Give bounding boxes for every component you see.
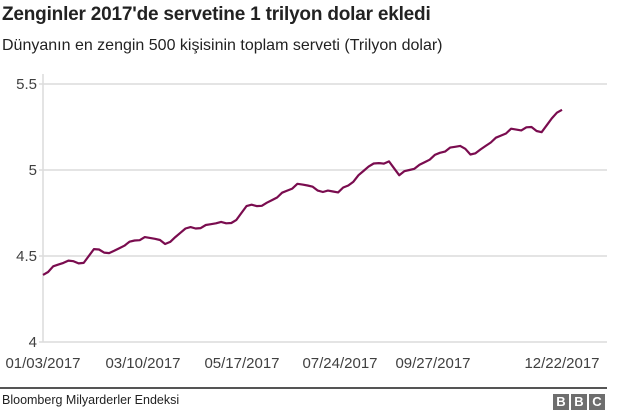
y-tick-label: 4 <box>29 334 37 351</box>
line-chart: 44.555.5 01/03/2017 03/10/2017 05/17/2017 0… <box>5 74 607 372</box>
x-tick-label: 07/24/2017 <box>302 355 377 372</box>
chart-subtitle: Dünyanın en zengin 500 kişisinin toplam … <box>2 37 443 54</box>
bbc-logo-letter: C <box>589 394 605 410</box>
y-axis: 4 4.5 5 5.5 <box>16 76 37 351</box>
gridlines <box>39 74 607 343</box>
x-tick-label: 03/10/2017 <box>105 355 180 372</box>
bbc-logo-letter: B <box>571 394 587 410</box>
x-tick-label: 12/22/2017 <box>524 355 599 372</box>
bbc-logo: B B C <box>553 394 605 410</box>
y-tick-label: 5.5 <box>16 76 37 93</box>
y-tick-label: 5 <box>29 162 37 179</box>
chart-title: Zenginler 2017'de servetine 1 trilyon do… <box>2 4 431 25</box>
source-label: Bloomberg Milyarderler Endeksi <box>2 393 180 407</box>
x-tick-label: 01/03/2017 <box>5 355 80 372</box>
footer-divider <box>0 387 607 389</box>
x-tick-label: 05/17/2017 <box>204 355 279 372</box>
x-tick-label: 09/27/2017 <box>395 355 470 372</box>
y-tick-label: 4.5 <box>16 248 37 265</box>
bbc-logo-letter: B <box>553 394 569 410</box>
x-axis: 01/03/2017 03/10/2017 05/17/2017 07/24/2017… <box>5 355 599 372</box>
wealth-line <box>42 108 563 276</box>
